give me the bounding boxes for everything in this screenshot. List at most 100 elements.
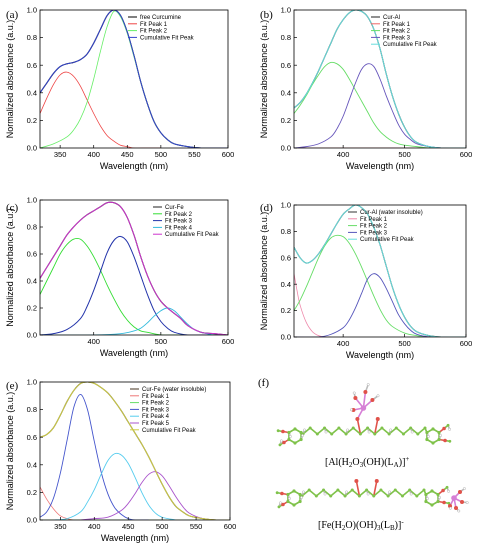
atom bbox=[355, 417, 360, 421]
y-tick-label: 0.6 bbox=[281, 253, 291, 262]
atom bbox=[445, 485, 449, 489]
bond bbox=[373, 427, 383, 435]
series-line-3 bbox=[40, 235, 228, 335]
y-tick-label: 0.4 bbox=[27, 460, 37, 469]
atom bbox=[330, 432, 334, 436]
atom bbox=[376, 394, 380, 398]
atom bbox=[410, 430, 414, 434]
atom bbox=[352, 391, 356, 395]
atom bbox=[280, 491, 284, 496]
atom bbox=[436, 499, 440, 504]
x-tick-label: 600 bbox=[222, 150, 235, 159]
atom bbox=[386, 494, 390, 498]
atom bbox=[366, 492, 370, 496]
atom bbox=[400, 494, 404, 498]
series-line-2 bbox=[294, 273, 331, 337]
y-tick-label: 0.2 bbox=[281, 306, 291, 315]
x-tick-label: 400 bbox=[87, 150, 100, 159]
y-tick-label: 0.0 bbox=[27, 331, 37, 340]
atom bbox=[363, 390, 368, 394]
atom bbox=[425, 437, 429, 442]
x-axis-title: Wavelength (nm) bbox=[346, 350, 414, 360]
x-axis-title: Wavelength (nm) bbox=[101, 533, 169, 543]
atom bbox=[336, 488, 340, 492]
series-line-1 bbox=[40, 201, 228, 335]
legend-label: Fit Peak 3 bbox=[165, 219, 193, 225]
series-line-4 bbox=[40, 393, 149, 520]
bond bbox=[330, 427, 340, 435]
y-axis-title: Normalized absorbance (a.u.) bbox=[5, 20, 15, 139]
plot-frame bbox=[39, 199, 229, 336]
atom bbox=[281, 429, 285, 434]
atom bbox=[451, 495, 457, 501]
legend-label: Fit Peak 2 bbox=[140, 29, 168, 35]
legend-label: Cumulative Fit Peak bbox=[383, 42, 438, 48]
atom bbox=[437, 430, 441, 435]
bond bbox=[359, 427, 369, 435]
atom bbox=[415, 494, 419, 498]
legend-label: Cumulative Fit Peak bbox=[140, 35, 195, 41]
bond bbox=[373, 418, 379, 435]
legend-label: free Curcumine bbox=[140, 15, 182, 21]
y-tick-label: 0.0 bbox=[27, 516, 37, 525]
legend-label: Cumulative Fit Peak bbox=[142, 428, 197, 434]
atom bbox=[292, 503, 296, 507]
x-tick-label: 450 bbox=[121, 150, 134, 159]
plot-frame bbox=[293, 204, 467, 338]
atom bbox=[343, 494, 347, 498]
formula-al-complex: [Al(H2O3(OH)(LA)]+ bbox=[325, 455, 409, 469]
series-line-5 bbox=[40, 201, 228, 335]
plot-frame bbox=[39, 381, 231, 521]
panel-label: (a) bbox=[6, 9, 19, 21]
atom bbox=[447, 501, 451, 505]
atom bbox=[374, 479, 379, 483]
y-tick-label: 0.8 bbox=[281, 33, 291, 42]
atom bbox=[409, 492, 413, 496]
molecule-fe-complex bbox=[275, 479, 469, 513]
atom bbox=[379, 488, 383, 492]
legend-label: Cumulative Fit Peak bbox=[360, 237, 415, 243]
y-tick-label: 0.6 bbox=[27, 61, 37, 70]
atom bbox=[427, 435, 430, 438]
series-line-7 bbox=[40, 382, 230, 520]
bond bbox=[417, 427, 426, 435]
atom bbox=[394, 426, 398, 430]
x-tick-label: 450 bbox=[122, 522, 135, 531]
atom bbox=[431, 441, 435, 445]
x-tick-label: 400 bbox=[337, 150, 350, 159]
x-axis-title: Wavelength (nm) bbox=[100, 161, 168, 171]
atom bbox=[357, 494, 361, 498]
bond bbox=[372, 489, 382, 497]
atom bbox=[437, 437, 441, 442]
x-axis-title: Wavelength (nm) bbox=[346, 161, 414, 171]
atom bbox=[358, 432, 362, 436]
series-line-2 bbox=[40, 71, 161, 148]
atom bbox=[289, 435, 292, 438]
atom bbox=[314, 494, 318, 498]
atom bbox=[431, 427, 435, 431]
atom bbox=[367, 430, 371, 434]
x-tick-label: 550 bbox=[188, 150, 201, 159]
series-group bbox=[40, 201, 228, 335]
atom bbox=[345, 490, 348, 494]
series-line-5 bbox=[53, 452, 176, 520]
atom bbox=[370, 398, 375, 402]
atom bbox=[366, 383, 370, 386]
bond bbox=[416, 489, 425, 497]
atom bbox=[424, 499, 428, 504]
atom bbox=[276, 429, 280, 433]
bond bbox=[337, 489, 346, 497]
atoms bbox=[275, 479, 469, 513]
atom bbox=[423, 426, 427, 430]
atom bbox=[308, 426, 312, 430]
atom bbox=[387, 432, 391, 436]
atom bbox=[401, 432, 405, 436]
atom bbox=[439, 434, 442, 437]
atom bbox=[409, 426, 413, 430]
atom bbox=[393, 488, 397, 492]
atom bbox=[446, 423, 450, 427]
y-tick-label: 0.0 bbox=[281, 144, 291, 153]
chart-panel-e: (e) 350 400 450 500 550 600 0.0 0.2 0.4 0.6 0.8 1.0 W… bbox=[5, 378, 236, 543]
